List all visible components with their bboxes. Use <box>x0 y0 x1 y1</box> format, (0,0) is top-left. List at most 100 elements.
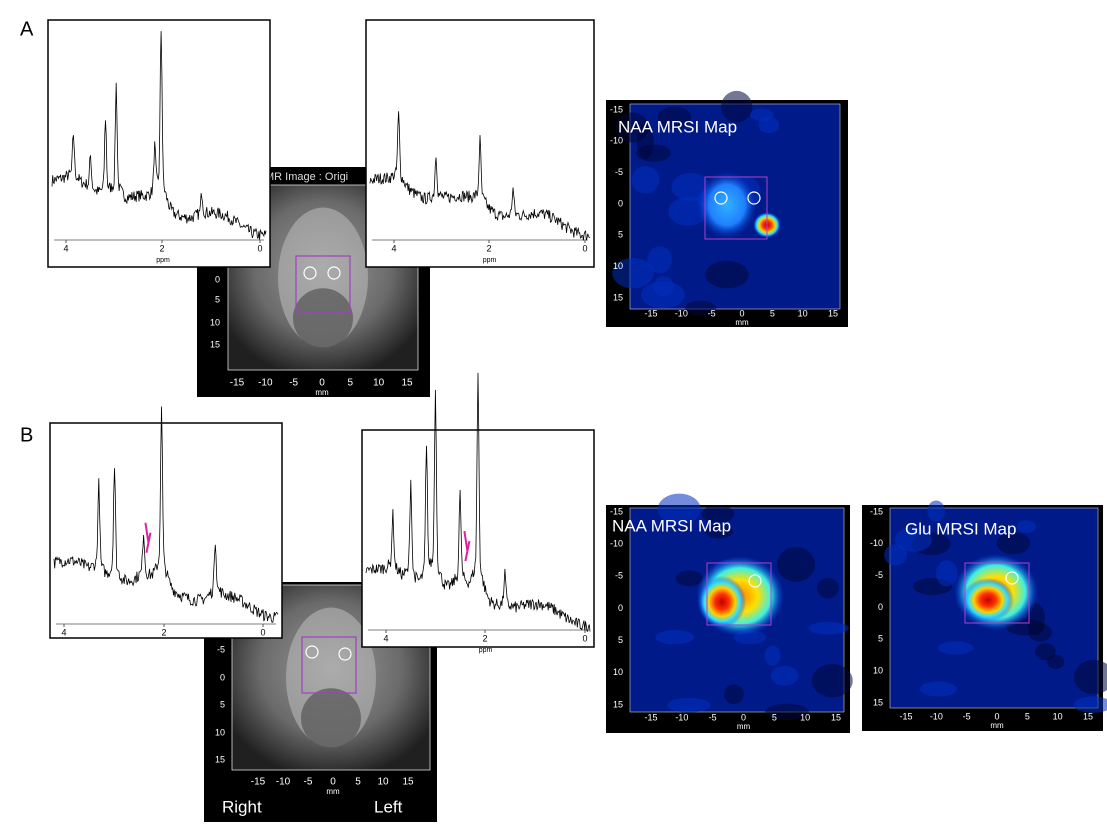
x-tick-label: -15 <box>251 777 266 788</box>
y-tick-label: 0 <box>215 274 220 284</box>
x-tick-label: 5 <box>348 378 354 389</box>
map-texture <box>685 300 717 316</box>
x-tick-label: 10 <box>373 378 385 389</box>
map-texture <box>927 500 946 522</box>
x-axis-label: ppm <box>156 257 170 264</box>
x-tick-label: -5 <box>289 378 298 389</box>
x-tick-label: -15 <box>644 308 657 318</box>
map-hotspot <box>698 576 746 628</box>
y-tick-label: 15 <box>873 697 883 707</box>
map-title: NAA MRSI Map <box>612 516 731 535</box>
x-tick-label: -5 <box>304 777 313 788</box>
x-tick-label: -10 <box>258 378 273 389</box>
spectrum-frame <box>361 429 595 648</box>
x-tick-label: -10 <box>276 777 291 788</box>
voxel <box>1005 571 1019 585</box>
x-tick-label: 0 <box>330 777 336 788</box>
map-texture <box>655 630 695 645</box>
fit-highlight <box>463 530 471 562</box>
x-tick-label: 5 <box>355 777 361 788</box>
x-tick-label: 15 <box>828 308 838 318</box>
x-tick-label: -15 <box>644 712 657 722</box>
map-texture <box>1047 654 1065 670</box>
map-texture <box>647 246 672 274</box>
map-texture <box>705 260 749 289</box>
roi-box <box>706 562 772 626</box>
x-tick-label: 0 <box>739 308 744 318</box>
panel-label: A <box>20 18 34 40</box>
x-axis-label: ppm <box>483 257 497 264</box>
x-tick-label: 10 <box>798 308 808 318</box>
x-tick-label: 15 <box>402 777 414 788</box>
map-texture <box>1073 659 1107 695</box>
x-tick-label: 4 <box>63 243 68 253</box>
x-axis-label: mm <box>737 722 751 731</box>
map-hotspot <box>962 578 1014 622</box>
y-tick-label: 15 <box>215 754 225 764</box>
roi-box <box>295 255 351 313</box>
map-texture <box>724 684 744 705</box>
map-texture <box>811 664 853 698</box>
y-tick-label: 5 <box>220 699 225 709</box>
map-title: NAA MRSI Map <box>618 117 737 136</box>
spectrum-trace <box>369 111 591 241</box>
x-axis-label: mm <box>326 787 340 796</box>
mri-title: MR Image : Origi <box>265 171 348 183</box>
roi-box <box>704 176 768 240</box>
x-tick-label: 10 <box>1053 711 1063 721</box>
spectrum-trace <box>53 406 279 623</box>
y-tick-label: 0 <box>220 672 225 682</box>
x-axis-label: ppm <box>479 647 493 654</box>
x-tick-label: 0 <box>257 243 262 253</box>
x-tick-label: 2 <box>482 633 487 643</box>
y-tick-label: 0 <box>618 603 623 613</box>
x-tick-label: 4 <box>391 243 396 253</box>
map-texture <box>612 257 654 289</box>
x-tick-label: 10 <box>377 777 389 788</box>
spectrum-trace <box>365 372 591 632</box>
map-texture <box>721 90 753 123</box>
spectrum-trace <box>51 31 267 240</box>
voxel <box>714 191 728 205</box>
y-tick-label: -10 <box>610 539 623 549</box>
map-texture <box>1073 696 1107 713</box>
y-tick-label: 10 <box>613 667 623 677</box>
y-tick-label: 10 <box>873 666 883 676</box>
x-tick-label: 0 <box>582 243 587 253</box>
roi-box <box>964 562 1030 624</box>
y-tick-label: 10 <box>613 261 623 271</box>
x-axis-label: mm <box>315 388 329 397</box>
x-tick-label: 0 <box>994 711 999 721</box>
voxel <box>748 574 762 588</box>
y-tick-label: 10 <box>215 727 225 737</box>
map-texture <box>937 641 974 655</box>
map-texture <box>653 276 674 297</box>
map-texture <box>675 570 704 587</box>
map-texture <box>884 544 908 566</box>
map-texture <box>817 577 839 599</box>
y-tick-label: -15 <box>610 506 623 516</box>
y-tick-label: 0 <box>618 198 623 208</box>
fit-highlight <box>144 522 152 553</box>
y-tick-label: -10 <box>870 538 883 548</box>
map-texture <box>894 527 933 552</box>
x-tick-label: 2 <box>161 627 166 637</box>
x-tick-label: 2 <box>159 243 164 253</box>
map-texture <box>1035 643 1056 661</box>
map-texture <box>704 524 733 539</box>
y-tick-label: 15 <box>613 699 623 709</box>
voxel <box>338 647 352 661</box>
x-tick-label: 5 <box>770 308 775 318</box>
spectrum-frame <box>49 422 283 639</box>
y-tick-label: 5 <box>215 294 220 304</box>
map-texture <box>1016 520 1036 534</box>
map-texture <box>667 697 711 713</box>
x-tick-label: 0 <box>741 712 746 722</box>
y-tick-label: -5 <box>615 167 623 177</box>
map-texture <box>996 532 1031 555</box>
x-tick-label: -5 <box>708 308 716 318</box>
y-tick-label: 5 <box>878 634 883 644</box>
x-tick-label: 5 <box>1025 711 1030 721</box>
y-tick-label: 10 <box>210 317 220 327</box>
